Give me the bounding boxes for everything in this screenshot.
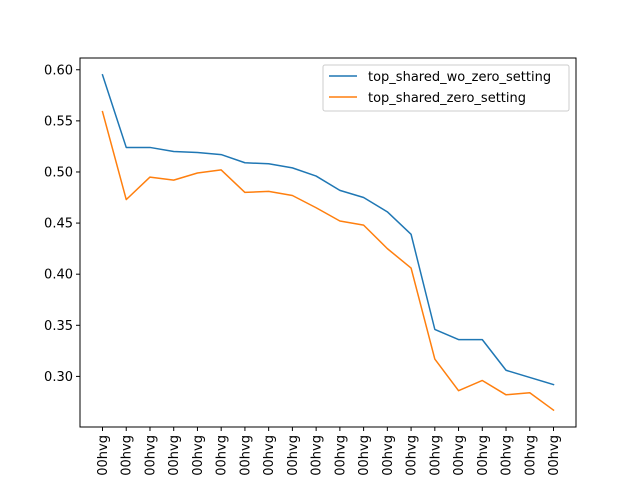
y-tick-label: 0.30 [44,370,73,385]
x-axis: 00hvg 00hvg 00hvg 00hvg 00hvg 00hvg 00hvg 00hvg… [96,427,562,476]
plot-area [101,73,555,412]
x-tick-label: 00hvg [500,435,515,476]
x-tick-label: 00hvg [143,435,158,476]
series-line-top-shared-wo-zero-setting [101,73,555,386]
x-tick-label: 00hvg [476,435,491,476]
x-tick-label: 00hvg [215,435,230,476]
x-tick-label: 00hvg [523,435,538,476]
x-tick-label: 00hvg [547,435,562,476]
x-tick-label: 00hvg [310,435,325,476]
x-tick-label: 00hvg [167,435,182,476]
y-tick-label: 0.35 [44,319,73,334]
x-tick-label: 00hvg [120,435,135,476]
axes-frame [79,57,577,428]
legend: top_shared_wo_zero_setting top_shared_ze… [322,64,570,112]
y-tick-label: 0.50 [44,165,73,180]
x-tick-label: 00hvg [381,435,396,476]
x-tick-label: 00hvg [96,435,111,476]
x-tick-label: 00hvg [262,435,277,476]
y-axis: 0.60 0.55 0.50 0.45 0.40 0.35 0.30 [44,63,80,385]
legend-box [322,64,570,112]
y-tick-label: 0.60 [44,63,73,78]
y-tick-label: 0.40 [44,268,73,283]
x-tick-label: 00hvg [428,435,443,476]
x-tick-label: 00hvg [357,435,372,476]
x-tick-label: 00hvg [238,435,253,476]
y-tick-label: 0.45 [44,217,73,232]
x-tick-label: 00hvg [191,435,206,476]
legend-label-top-shared-wo-zero-setting: top_shared_wo_zero_setting [368,70,551,85]
legend-label-top-shared-zero-setting: top_shared_zero_setting [368,91,526,106]
x-tick-label: 00hvg [286,435,301,476]
x-tick-label: 00hvg [333,435,348,476]
x-tick-label: 00hvg [452,435,467,476]
series-line-top-shared-zero-setting [101,110,555,412]
y-tick-label: 0.55 [44,114,73,129]
x-tick-label: 00hvg [405,435,420,476]
